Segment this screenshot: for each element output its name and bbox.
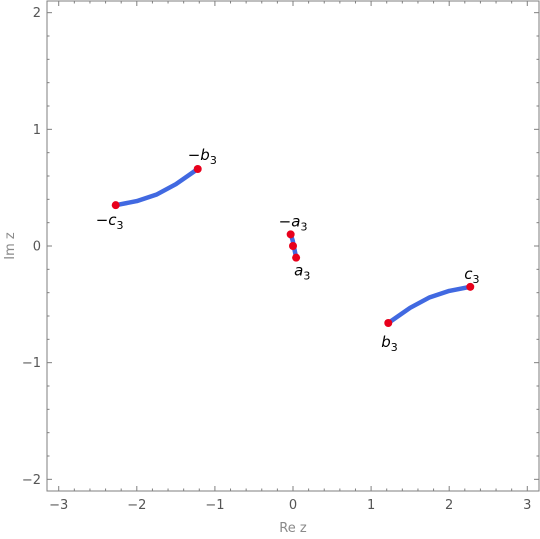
point-label-subscript: 3 [303,270,310,283]
curve-line [386,284,473,326]
marked-point [384,319,393,327]
y-tick-label: −2 [22,473,41,488]
point-label-letter: a [294,262,303,280]
y-tick-label: 2 [33,6,41,21]
x-axis-ticks: −3 −2 −1 0 1 2 3 [49,1,531,513]
marked-point [466,282,475,291]
point-label: a3 [294,262,310,283]
x-tick-label: 0 [289,498,297,513]
marked-point [193,165,202,173]
point-label-subscript: 3 [210,154,217,167]
y-tick-label: 0 [33,240,41,255]
point-label-subscript: 3 [117,219,124,232]
point-label-sign: − [188,146,201,164]
point-label: b3 [381,333,398,354]
point-label-subscript: 3 [473,273,480,286]
point-label: −c3 [96,211,124,232]
point-label: c3 [464,265,479,286]
marked-point [292,253,301,262]
x-tick-label: −3 [49,498,68,513]
curve-line [113,166,200,208]
point-label-letter: b [381,333,391,351]
marked-point [286,230,295,239]
y-tick-label: 1 [33,123,41,138]
y-axis-ticks: −2 −1 0 1 2 [22,6,539,488]
x-axis-title: Re z [279,521,307,536]
point-label-subscript: 3 [391,341,398,354]
point-label-sign: − [96,211,109,229]
marked-point [289,242,297,250]
y-tick-label: −1 [22,356,41,371]
point-label-sign: − [279,212,292,230]
point-label-subscript: 3 [300,220,307,233]
x-tick-label: −2 [127,498,146,513]
point-label-letter: b [200,146,210,164]
point-label-letter: c [108,211,117,229]
point-label-letter: a [291,212,300,230]
marked-points [111,165,475,327]
y-axis-title: Im z [3,232,18,260]
point-label: −a3 [279,212,308,233]
x-tick-label: 3 [523,498,531,513]
point-label-letter: c [464,265,473,283]
marked-point [111,201,120,210]
x-tick-label: 1 [367,498,375,513]
x-tick-label: 2 [445,498,453,513]
x-tick-label: −1 [205,498,224,513]
point-label: −b3 [188,146,217,167]
